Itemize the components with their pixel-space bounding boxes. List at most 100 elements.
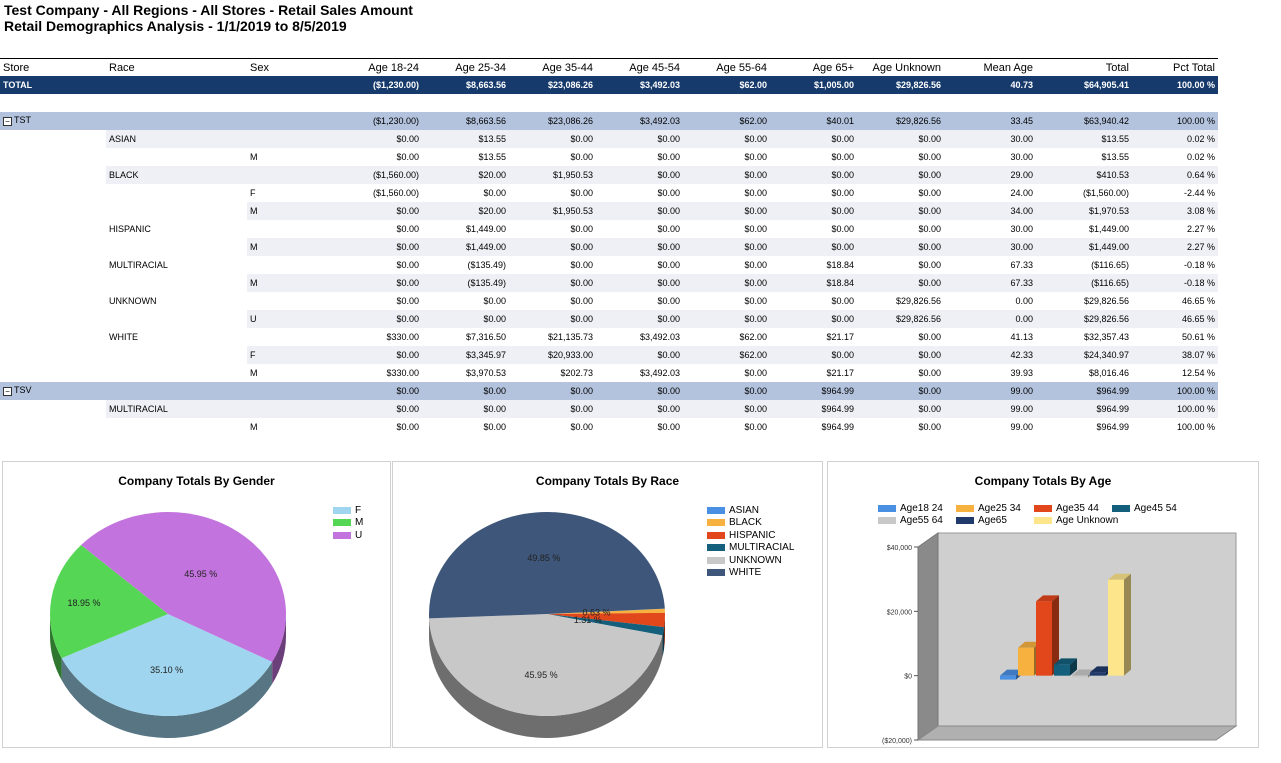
table-row: HISPANIC $0.00 $1,449.00 $0.00 $0.00 $0.00 $0.… bbox=[0, 219, 1218, 238]
legend-label: ASIAN bbox=[729, 504, 760, 516]
store-group-row[interactable]: − TST ($1,230.00) $8,663.56 $23,086.26 $3,492… bbox=[0, 111, 1218, 130]
total-cell bbox=[247, 75, 341, 94]
value-cell: ($1,560.00) bbox=[341, 165, 422, 184]
table-row: BLACK ($1,560.00) $20.00 $1,950.53 $0.00 $0.0… bbox=[0, 165, 1218, 184]
value-cell: $0.00 bbox=[422, 309, 509, 328]
value-cell: $3,492.03 bbox=[596, 111, 683, 130]
legend-label: HISPANIC bbox=[729, 529, 776, 541]
value-cell: $0.00 bbox=[596, 399, 683, 418]
chart-side-wall bbox=[917, 532, 939, 741]
value-cell: $0.00 bbox=[341, 255, 422, 274]
sex-cell: M bbox=[247, 417, 341, 436]
sex-cell: M bbox=[247, 201, 341, 220]
age-bar-chart: ($20,000) $0 $20,000 $40,000 bbox=[882, 532, 1238, 745]
value-cell: $0.00 bbox=[596, 147, 683, 166]
total-cell: $62.00 bbox=[683, 75, 770, 94]
race-cell bbox=[106, 273, 247, 292]
total-row: TOTAL ($1,230.00) $8,663.56 $23,086.26 $3,49… bbox=[0, 75, 1218, 94]
age-legend-item: Age55 64 bbox=[878, 515, 956, 528]
race-legend-item: UNKNOWN bbox=[707, 554, 794, 567]
value-cell: $0.00 bbox=[341, 309, 422, 328]
sex-cell: M bbox=[247, 147, 341, 166]
pie-slice-side bbox=[662, 627, 665, 658]
store-cell bbox=[0, 363, 106, 382]
collapse-toggle-icon[interactable]: − bbox=[3, 386, 12, 396]
y-axis-tick-label: $40,000 bbox=[887, 545, 912, 552]
report-title: Test Company - All Regions - All Stores … bbox=[4, 2, 413, 34]
pie-slice-m bbox=[50, 544, 168, 659]
value-cell: $0.00 bbox=[857, 363, 944, 382]
value-cell: $0.00 bbox=[341, 345, 422, 364]
legend-label: BLACK bbox=[729, 517, 762, 529]
total-cell bbox=[106, 75, 247, 94]
value-cell: -0.18 % bbox=[1132, 273, 1218, 292]
collapse-toggle-icon[interactable]: − bbox=[3, 116, 12, 126]
value-cell: $330.00 bbox=[341, 363, 422, 382]
gender-legend-item: M bbox=[333, 517, 363, 530]
value-cell: $0.00 bbox=[596, 219, 683, 238]
table-row: F $0.00 $3,345.97 $20,933.00 $0.00 $62.00 $0.0… bbox=[0, 345, 1218, 364]
value-cell: $0.00 bbox=[596, 291, 683, 310]
value-cell: $0.00 bbox=[509, 309, 596, 328]
store-cell bbox=[0, 291, 106, 310]
value-cell: $0.00 bbox=[683, 309, 770, 328]
bar-age25-34 bbox=[1018, 647, 1034, 676]
sex-cell: M bbox=[247, 273, 341, 292]
value-cell: $0.00 bbox=[509, 183, 596, 202]
legend-swatch bbox=[878, 517, 896, 525]
store-cell bbox=[0, 183, 106, 202]
sex-cell: F bbox=[247, 183, 341, 202]
value-cell: $0.00 bbox=[509, 255, 596, 274]
value-cell: 2.27 % bbox=[1132, 237, 1218, 256]
value-cell: 38.07 % bbox=[1132, 345, 1218, 364]
table-row: ASIAN $0.00 $13.55 $0.00 $0.00 $0.00 $0.00 $0.0… bbox=[0, 129, 1218, 148]
value-cell: $0.00 bbox=[341, 381, 422, 400]
value-cell: $410.53 bbox=[1036, 165, 1132, 184]
value-cell: $0.00 bbox=[683, 165, 770, 184]
sex-cell bbox=[247, 165, 341, 184]
race-cell bbox=[106, 345, 247, 364]
age-legend-item: Age18 24 bbox=[878, 502, 956, 515]
value-cell: $964.99 bbox=[770, 381, 857, 400]
pie-slice-u bbox=[81, 512, 286, 662]
value-cell: $964.99 bbox=[1036, 399, 1132, 418]
value-cell: ($116.65) bbox=[1036, 273, 1132, 292]
pie-value-label: 0.63 % bbox=[583, 608, 611, 618]
value-cell: $0.00 bbox=[857, 417, 944, 436]
table-row: UNKNOWN $0.00 $0.00 $0.00 $0.00 $0.00 $0.00 $29… bbox=[0, 291, 1218, 310]
value-cell: $0.00 bbox=[683, 363, 770, 382]
value-cell: $3,492.03 bbox=[596, 363, 683, 382]
bar-age18-24 bbox=[1000, 675, 1016, 680]
value-cell: $13.55 bbox=[1036, 147, 1132, 166]
value-cell: $0.00 bbox=[770, 345, 857, 364]
report-title-line2: Retail Demographics Analysis - 1/1/2019 … bbox=[4, 18, 347, 34]
bar-age65 bbox=[1090, 672, 1106, 676]
pie-slice-black bbox=[547, 608, 665, 614]
age-chart-legend: Age18 24 Age25 34 Age35 44 Age45 54 Age55 64… bbox=[878, 502, 1238, 527]
value-cell: $21.17 bbox=[770, 327, 857, 346]
value-cell: $0.00 bbox=[509, 417, 596, 436]
store-group-row[interactable]: − TSV $0.00 $0.00 $0.00 $0.00 $0.00 $964.99 $0.0… bbox=[0, 381, 1218, 400]
value-cell: $0.00 bbox=[857, 255, 944, 274]
legend-label: WHITE bbox=[729, 567, 762, 579]
value-cell: $0.00 bbox=[422, 291, 509, 310]
pie-slice-side bbox=[664, 614, 665, 650]
column-header-age-35-44: Age 35-44 bbox=[509, 58, 596, 76]
bar-side bbox=[1070, 658, 1077, 676]
value-cell: $202.73 bbox=[509, 363, 596, 382]
value-cell: 67.33 bbox=[944, 273, 1036, 292]
race-cell bbox=[106, 417, 247, 436]
race-cell: MULTIRACIAL bbox=[106, 255, 247, 274]
store-cell bbox=[0, 201, 106, 220]
value-cell: $0.00 bbox=[509, 129, 596, 148]
value-cell: $0.00 bbox=[683, 219, 770, 238]
value-cell: $0.00 bbox=[857, 219, 944, 238]
store-cell bbox=[0, 417, 106, 436]
value-cell: $0.00 bbox=[509, 381, 596, 400]
value-cell: 33.45 bbox=[944, 111, 1036, 130]
value-cell: $0.00 bbox=[770, 201, 857, 220]
race-legend-item: ASIAN bbox=[707, 504, 794, 517]
value-cell: $0.00 bbox=[770, 237, 857, 256]
legend-label: F bbox=[355, 504, 362, 516]
column-header-store: Store bbox=[0, 58, 106, 76]
